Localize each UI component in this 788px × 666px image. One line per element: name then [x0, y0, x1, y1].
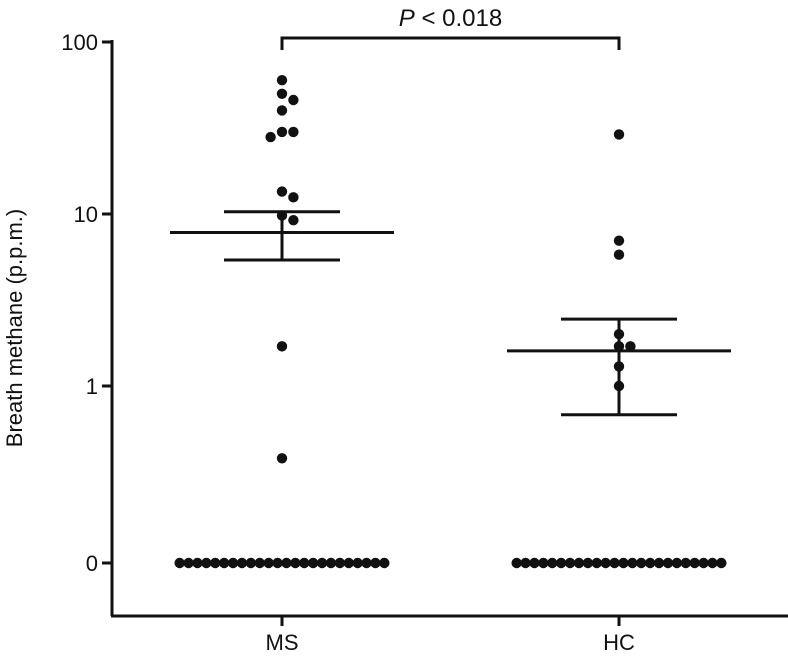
y-tick-label: 100 [61, 30, 98, 55]
zero-point [547, 557, 558, 569]
data-groups: MS HC [170, 74, 731, 655]
data-point [265, 131, 276, 143]
zero-point [636, 557, 647, 569]
zero-point [263, 557, 274, 569]
zero-point [201, 557, 212, 569]
data-point [276, 341, 288, 352]
data-point [288, 192, 299, 203]
zero-point [227, 557, 239, 569]
zero-point [281, 557, 292, 569]
group-hc: HC [507, 129, 731, 655]
data-point [276, 126, 288, 138]
zero-point [591, 557, 602, 569]
zero-point [555, 557, 567, 569]
significance-bracket [280, 36, 621, 50]
zero-point [707, 557, 718, 569]
zero-point [307, 557, 319, 569]
zero-point [671, 557, 683, 569]
p-value-text: < 0.018 [415, 5, 502, 32]
zero-point [698, 557, 709, 569]
x-category-label: MS [266, 630, 299, 655]
zero-point [716, 557, 727, 569]
zero-point [529, 557, 540, 569]
zero-point [343, 557, 354, 569]
zero-point [511, 557, 522, 569]
data-point [613, 249, 625, 260]
group-ms: MS [170, 74, 394, 655]
zero-point [609, 557, 620, 569]
data-point [276, 453, 288, 464]
zero-point [379, 557, 390, 569]
zero-point [644, 557, 656, 569]
data-point [288, 215, 299, 226]
data-point [276, 88, 288, 99]
zero-point [653, 557, 665, 569]
y-tick-label: 10 [74, 202, 98, 227]
zero-point [272, 557, 283, 569]
zero-point [210, 557, 221, 569]
zero-point [218, 557, 230, 569]
p-symbol: P [399, 5, 415, 32]
zero-point [370, 557, 381, 569]
data-point [288, 126, 299, 138]
zero-point [618, 557, 629, 569]
data-point [625, 341, 636, 352]
zero-point [361, 557, 372, 569]
zero-point [325, 557, 337, 569]
zero-point [352, 557, 363, 569]
zero-point [627, 557, 638, 569]
zero-point [564, 557, 576, 569]
significance-annotation: P < 0.018 [280, 5, 621, 50]
data-point [613, 235, 625, 246]
zero-point [254, 557, 265, 569]
zero-point [600, 557, 611, 569]
zero-point [334, 557, 346, 569]
zero-point [183, 557, 194, 569]
zero-point [573, 557, 585, 569]
y-ticks: 0 1 10 100 [61, 30, 112, 576]
zero-point [299, 557, 310, 569]
data-point [276, 74, 288, 86]
y-axis-title: Breath methane (p.p.m.) [2, 209, 27, 447]
zero-point [174, 557, 185, 569]
data-point [613, 129, 625, 140]
zero-point [236, 557, 248, 569]
zero-point [538, 557, 549, 569]
zero-point [520, 557, 531, 569]
zero-point [316, 557, 328, 569]
p-value-label: P < 0.018 [399, 5, 502, 32]
zero-point [290, 557, 301, 569]
data-point [276, 186, 288, 197]
y-tick-label: 1 [86, 374, 98, 399]
y-tick-label: 0 [86, 551, 98, 576]
zero-point [689, 557, 700, 569]
zero-point [582, 557, 594, 569]
zero-point [192, 557, 203, 569]
data-point [288, 94, 299, 106]
x-category-label: HC [603, 630, 635, 655]
zero-point [662, 557, 674, 569]
data-point [276, 105, 288, 116]
axes [110, 40, 788, 618]
zero-point [245, 557, 257, 569]
zero-point [680, 557, 691, 569]
